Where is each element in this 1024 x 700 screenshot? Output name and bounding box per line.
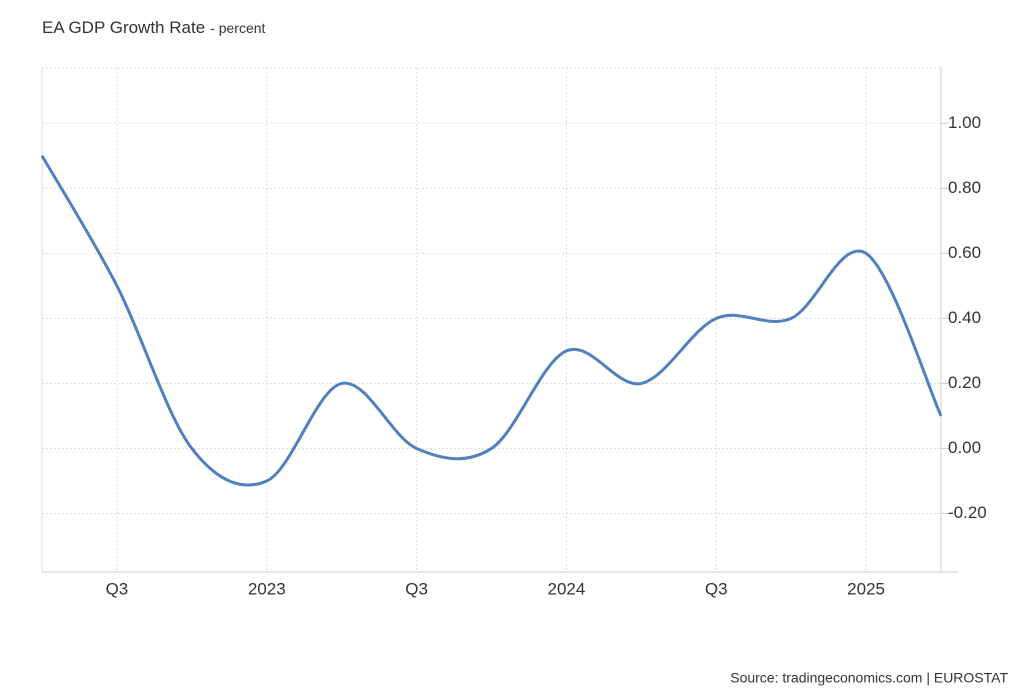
chart-title: EA GDP Growth Rate - percent xyxy=(42,18,266,37)
y-tick-label: 1.00 xyxy=(948,113,981,132)
y-tick-label: 0.80 xyxy=(948,178,981,197)
x-tick-label: 2023 xyxy=(248,579,286,598)
y-tick-label: 0.40 xyxy=(948,308,981,327)
title: EA GDP Growth Rate xyxy=(42,18,205,37)
x-tick-label: 2025 xyxy=(847,579,885,598)
y-tick-label: 0.00 xyxy=(948,438,981,457)
subtitle: - percent xyxy=(210,20,265,36)
y-tick-label: 0.20 xyxy=(948,373,981,392)
line xyxy=(40,155,943,487)
y-tick-label: -0.20 xyxy=(948,503,987,522)
source: Source: tradingeconomics.com | EUROSTAT xyxy=(730,670,1008,686)
x-tick-label: Q3 xyxy=(106,579,129,598)
x-tick-label: Q3 xyxy=(705,579,728,598)
x-tick-label: Q3 xyxy=(405,579,428,598)
x-tick-label: 2024 xyxy=(548,579,586,598)
y-tick-label: 0.60 xyxy=(948,243,981,262)
